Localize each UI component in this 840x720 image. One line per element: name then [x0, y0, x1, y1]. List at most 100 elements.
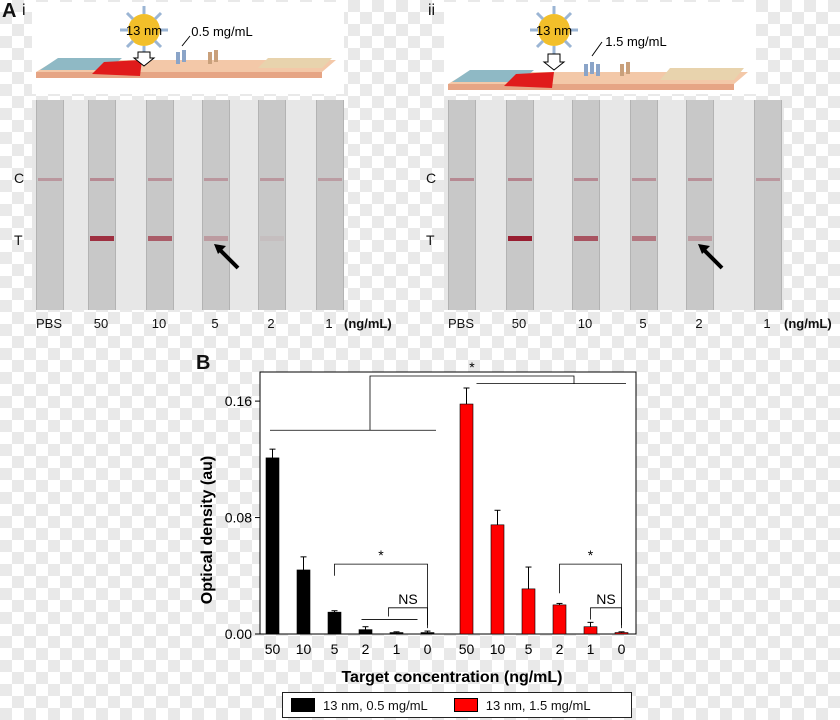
- legend-swatch-series-1: [291, 698, 315, 712]
- legend-item-series-2: 13 nm, 1.5 mg/mL: [453, 697, 591, 713]
- strip-label: 1: [763, 316, 771, 331]
- test-strip: [258, 100, 286, 310]
- strip-label: PBS: [35, 316, 62, 331]
- test-strip: [506, 100, 534, 310]
- y-axis-label: Optical density (au): [199, 456, 216, 604]
- bar-series-1: [358, 629, 373, 635]
- strip-label: 2: [267, 316, 275, 331]
- x-tick-label: 50: [459, 641, 475, 657]
- panel-a-letter: A: [2, 0, 17, 22]
- strip-labels-ii: PBS 50 10 5 2 1: [0, 316, 840, 334]
- control-band: [90, 178, 114, 181]
- concentration-label-i: 0.5 mg/mL: [191, 24, 252, 39]
- strip-label: 1: [325, 316, 333, 331]
- control-line-label-i: C: [14, 170, 25, 186]
- strip-label: 10: [577, 316, 593, 331]
- x-tick-label: 5: [525, 641, 533, 657]
- strip-photo-ii: [444, 100, 784, 310]
- test-band: [318, 236, 342, 241]
- bar-series-2: [552, 604, 567, 635]
- legend-label-series-1: 13 nm, 0.5 mg/mL: [323, 697, 428, 713]
- control-band: [574, 178, 598, 181]
- lateral-flow-illustration-ii: 13 nm 1.5 mg/mL: [448, 6, 748, 90]
- strip-label: 2: [695, 316, 703, 331]
- x-tick-label: 10: [296, 641, 312, 657]
- control-band: [632, 178, 656, 181]
- test-strip: [316, 100, 344, 310]
- legend-item-series-1: 13 nm, 0.5 mg/mL: [291, 698, 428, 713]
- bracket-s2-ns: [590, 607, 622, 629]
- strip-labels-i: PBS 50 10 5 2 1: [0, 316, 420, 334]
- lateral-flow-diagram-ii: 13 nm 1.5 mg/mL: [444, 2, 756, 94]
- lateral-flow-diagram-i: 13 nm 0.5 mg/mL: [32, 2, 344, 94]
- bracket-between-series: [369, 375, 575, 431]
- bracket-s2-ns-label: NS: [596, 591, 615, 607]
- test-band: [508, 236, 532, 241]
- strip-label: 50: [93, 316, 109, 331]
- y-tick-label: 0.16: [225, 393, 252, 409]
- particle-size-label-ii: 13 nm: [536, 23, 572, 38]
- bar-series-2: [490, 524, 505, 635]
- x-tick-label: 1: [393, 641, 401, 657]
- panel-b-letter: B: [196, 352, 211, 374]
- chart-legend: 13 nm, 0.5 mg/mL 13 nm, 1.5 mg/mL: [282, 692, 632, 718]
- x-axis-label: Target concentration (ng/mL): [341, 669, 562, 686]
- x-tick-label: 2: [556, 641, 564, 657]
- bracket-s1-5-0: [334, 563, 428, 626]
- strip-label: 5: [211, 316, 219, 331]
- x-tick-label: 50: [265, 641, 281, 657]
- subpanel-i-letter: i: [22, 2, 26, 19]
- test-band: [688, 236, 712, 241]
- bracket-s1-ns: [388, 607, 428, 629]
- test-line-label-i: T: [14, 232, 23, 248]
- x-tick-label: 0: [618, 641, 626, 657]
- x-tick-label: 0: [424, 641, 432, 657]
- x-tick-label: 10: [490, 641, 506, 657]
- test-line-label-ii: T: [426, 232, 435, 248]
- test-band: [260, 236, 284, 241]
- bracket-s1-ns-label: NS: [398, 591, 417, 607]
- bar-series-2: [614, 632, 629, 635]
- y-tick-label: 0.00: [225, 626, 252, 642]
- bar-series-1: [265, 457, 280, 635]
- unit-label-ii: (ng/mL): [784, 316, 832, 331]
- plot-area: [259, 371, 637, 635]
- bar-series-1: [389, 632, 404, 635]
- lateral-flow-illustration-i: 13 nm 0.5 mg/mL: [36, 6, 336, 78]
- bracket-s2-2-0-label: *: [588, 547, 594, 563]
- x-tick-label: 5: [331, 641, 339, 657]
- test-strip: [36, 100, 64, 310]
- concentration-label-ii: 1.5 mg/mL: [605, 34, 666, 49]
- x-tick-label: 1: [587, 641, 595, 657]
- test-band: [756, 236, 780, 241]
- control-band: [450, 178, 474, 181]
- bracket-between-series-label: *: [469, 360, 475, 375]
- test-band: [148, 236, 172, 241]
- control-band: [508, 178, 532, 181]
- strip-label: 5: [639, 316, 647, 331]
- test-band: [632, 236, 656, 241]
- test-strip: [686, 100, 714, 310]
- y-tick-label: 0.08: [225, 510, 252, 526]
- bracket-s2-2-0: [559, 563, 622, 626]
- unit-label-i: (ng/mL): [344, 316, 392, 331]
- test-band: [450, 236, 474, 241]
- bar-series-1: [296, 569, 311, 635]
- bracket-s1-5-0-label: *: [378, 547, 384, 563]
- bar-series-2: [521, 588, 536, 635]
- test-strip: [630, 100, 658, 310]
- test-band: [204, 236, 228, 241]
- bar-series-2: [459, 403, 474, 635]
- arrow-icon: [698, 244, 724, 270]
- legend-label-series-2: 13 nm, 1.5 mg/mL: [485, 697, 591, 713]
- test-band: [90, 236, 114, 241]
- test-strip: [572, 100, 600, 310]
- control-band: [204, 178, 228, 181]
- test-strip: [88, 100, 116, 310]
- x-tick-label: 2: [362, 641, 370, 657]
- bar-series-1: [420, 632, 435, 635]
- strip-photo-i: [32, 100, 344, 310]
- strip-label: 10: [151, 316, 167, 331]
- particle-size-label-i: 13 nm: [126, 23, 162, 38]
